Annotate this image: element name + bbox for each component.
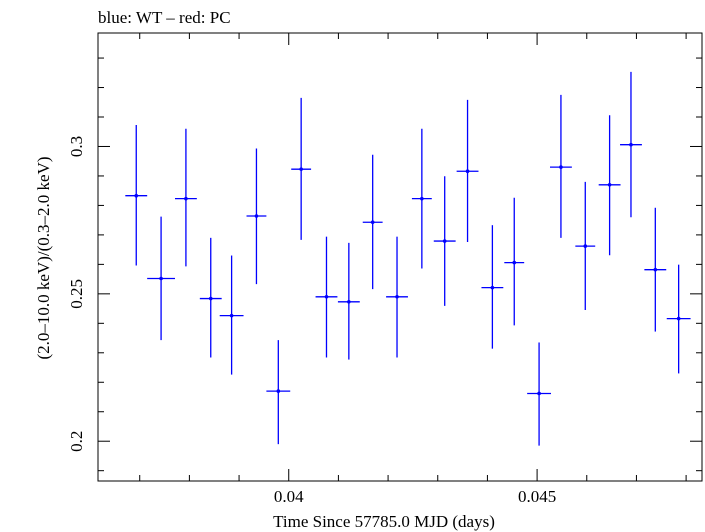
point-marker — [370, 220, 375, 225]
data-point — [315, 236, 338, 358]
point-marker — [395, 294, 399, 299]
y-tick-label: 0.3 — [67, 136, 86, 157]
point-marker — [208, 296, 213, 301]
y-tick-label: 0.2 — [67, 431, 86, 452]
data-point — [362, 154, 383, 290]
data-point — [199, 237, 222, 358]
data-point — [666, 264, 691, 374]
data-point — [246, 148, 267, 285]
point-marker — [159, 276, 163, 281]
data-point — [411, 128, 432, 269]
point-marker — [324, 294, 329, 299]
data-point — [266, 340, 291, 445]
chart-title: blue: WT – red: PC — [98, 8, 231, 27]
data-point — [550, 94, 572, 238]
point-marker — [629, 142, 633, 147]
point-marker — [583, 244, 588, 248]
data-point — [620, 71, 642, 218]
data-point — [504, 197, 525, 326]
point-marker — [653, 267, 658, 272]
axis-ticks — [98, 33, 702, 481]
data-point — [386, 236, 408, 358]
x-tick-label: 0.045 — [518, 487, 556, 506]
data-point — [433, 176, 456, 306]
point-marker — [276, 389, 281, 393]
point-marker — [229, 313, 234, 318]
axis-tick-labels: 0.04 0.045 0.2 0.25 0.3 — [67, 136, 556, 506]
data-point — [575, 181, 596, 311]
point-marker — [299, 167, 303, 171]
data-point — [147, 216, 175, 341]
point-marker — [134, 193, 139, 198]
data-point — [456, 99, 479, 242]
y-axis-label: (2.0–10.0 keV)/(0.3–2.0 keV) — [34, 156, 53, 359]
point-marker — [420, 196, 424, 201]
point-marker — [490, 285, 495, 290]
data-point — [481, 225, 504, 349]
point-marker — [537, 391, 541, 396]
y-tick-label: 0.25 — [67, 279, 86, 309]
data-point — [174, 128, 197, 267]
data-point — [219, 255, 244, 375]
point-marker — [512, 260, 517, 265]
point-marker — [254, 214, 259, 218]
point-marker — [184, 196, 188, 201]
data-point — [644, 207, 667, 332]
x-axis-label: Time Since 57785.0 MJD (days) — [273, 512, 495, 531]
point-marker — [607, 182, 612, 187]
data-point — [527, 342, 551, 446]
x-tick-label: 0.04 — [274, 487, 304, 506]
data-point — [337, 242, 360, 360]
plot-frame — [97, 32, 703, 482]
point-marker — [465, 169, 470, 174]
data-point — [598, 115, 621, 256]
data-point — [125, 124, 148, 266]
point-marker — [559, 165, 563, 169]
data-point — [291, 97, 312, 240]
point-marker — [347, 300, 351, 304]
data-points — [125, 71, 691, 446]
point-marker — [442, 239, 447, 243]
point-marker — [676, 316, 681, 321]
